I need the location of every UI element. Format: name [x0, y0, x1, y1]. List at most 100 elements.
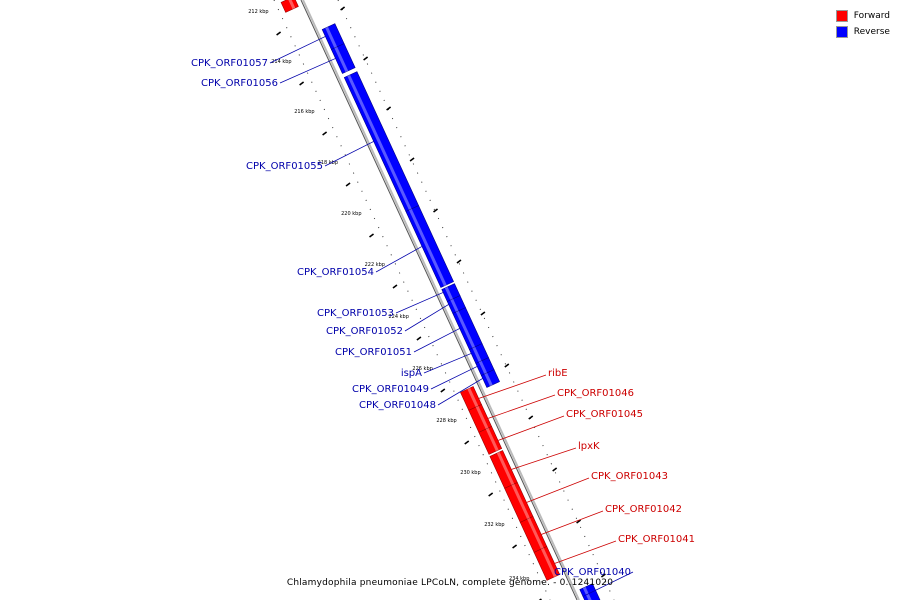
gene-highlight: [540, 547, 557, 578]
gene-leader: [498, 415, 565, 441]
gene-label: CPK_ORF01042: [605, 504, 682, 515]
tick-mark: [433, 208, 438, 213]
tick-mark: [322, 131, 328, 136]
gene-label: CPK_ORF01046: [557, 388, 634, 399]
legend: Forward Reverse: [835, 8, 890, 40]
reverse-swatch: [835, 26, 848, 38]
backbone-shadow: [300, 0, 578, 600]
gene-leader: [541, 510, 604, 535]
genome-caption: Chlamydophila pneumoniae LPCoLN, complet…: [286, 578, 614, 588]
tick-mark: [456, 259, 462, 264]
gene-highlight: [450, 298, 459, 313]
legend-forward[interactable]: Forward: [835, 8, 890, 24]
gene-highlight: [485, 427, 499, 452]
gene-leader: [375, 246, 422, 273]
gene-highlight: [334, 46, 349, 73]
tick-mark: [409, 157, 415, 162]
reverse-gene: [330, 43, 356, 74]
legend-forward-label: Forward: [853, 11, 890, 21]
forward-gene: [280, 0, 299, 13]
gene-leader: [430, 366, 478, 390]
tick-mark: [440, 388, 446, 393]
gene-highlight: [475, 405, 489, 430]
gene-leader: [554, 540, 617, 564]
gene-label: ispA: [401, 368, 422, 379]
gene-label: CPK_ORF01040: [554, 567, 631, 578]
gene-label: CPK_ORF01053: [317, 308, 394, 319]
tick-label: 214 kbp: [271, 59, 291, 65]
tick-mark: [392, 284, 398, 289]
tick-mark: [345, 182, 351, 187]
tick-marks: 212 kbp 214 kbp 216 kbp 218 kbp 220 kbp 222 k…: [248, 6, 606, 600]
gene-highlight: [484, 372, 493, 387]
reverse-gene: [405, 205, 454, 288]
gene-highlight: [288, 0, 296, 10]
gene-highlight: [467, 387, 479, 408]
gene-leader: [511, 447, 577, 470]
gene-leader: [488, 394, 556, 419]
backbone-line: [302, 0, 580, 600]
tick-mark: [488, 492, 494, 497]
gene-leader: [404, 304, 449, 332]
tick-label: 220 kbp: [341, 211, 361, 217]
gene-leader: [478, 374, 547, 399]
tick-mark: [299, 81, 305, 86]
gene-label: CPK_ORF01055: [246, 161, 323, 172]
reverse-gene: [480, 369, 500, 388]
gene-highlight: [444, 286, 454, 301]
forward-scale-line: [337, 0, 615, 600]
gene-highlight: [472, 346, 482, 363]
gene-labels: CPK_ORF01057 CPK_ORF01056 CPK_ORF01055 CPK_…: [191, 36, 695, 597]
gene-leader: [413, 328, 460, 353]
tick-mark: [369, 233, 374, 238]
tick-mark: [340, 6, 346, 11]
gene-label: ribE: [548, 368, 568, 379]
gene-highlight: [408, 208, 447, 287]
tick-mark: [386, 106, 392, 111]
backbone: [273, 0, 615, 600]
gene-leader: [324, 141, 374, 167]
gene-label: CPK_ORF01049: [352, 384, 429, 395]
gene-label: CPK_ORF01043: [591, 471, 668, 482]
tick-label: 212 kbp: [248, 9, 268, 15]
gene-label: CPK_ORF01054: [297, 267, 374, 278]
gene-label: lpxK: [578, 441, 600, 452]
gene-label: CPK_ORF01056: [201, 78, 278, 89]
legend-reverse-label: Reverse: [853, 27, 890, 37]
forward-gene: [478, 426, 503, 455]
gene-leader: [582, 571, 634, 597]
tick-mark: [276, 31, 282, 36]
tick-mark: [480, 311, 486, 316]
gene-label: CPK_ORF01045: [566, 409, 643, 420]
reverse-scale-line: [273, 0, 551, 600]
gene-highlight: [325, 26, 338, 49]
gene-leader: [395, 292, 444, 314]
gene-label: CPK_ORF01051: [335, 347, 412, 358]
tick-mark: [576, 519, 582, 524]
gene-label: CPK_ORF01048: [359, 400, 436, 411]
tick-label: 224 kbp: [389, 314, 409, 320]
tick-mark: [552, 467, 558, 472]
gene-highlight: [455, 310, 476, 349]
tick-label: 228 kbp: [436, 418, 456, 424]
tick-mark: [504, 363, 510, 368]
tick-label: 216 kbp: [294, 109, 314, 115]
forward-gene: [533, 546, 561, 581]
tick-mark: [512, 544, 518, 549]
legend-reverse[interactable]: Reverse: [835, 24, 890, 40]
tick-mark: [416, 336, 422, 341]
gene-leader: [437, 378, 483, 406]
gene-leader: [423, 353, 472, 374]
tick-mark: [363, 56, 369, 61]
gene-highlight: [347, 74, 412, 211]
tick-mark: [464, 440, 470, 445]
gene-label: CPK_ORF01057: [191, 58, 268, 69]
gene-leader: [526, 477, 590, 503]
gene-features: [280, 0, 601, 600]
tick-mark: [600, 573, 606, 578]
gene-label: CPK_ORF01041: [618, 534, 695, 545]
gene-highlight: [496, 451, 515, 486]
tick-label: 232 kbp: [484, 522, 504, 528]
tick-label: 234 kbp: [509, 576, 529, 582]
tick-label: 226 kbp: [412, 366, 432, 372]
